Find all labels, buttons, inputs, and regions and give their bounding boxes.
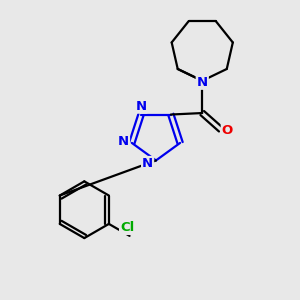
Text: N: N [118,135,129,148]
Text: Cl: Cl [120,221,134,234]
Text: N: N [197,76,208,89]
Text: N: N [142,157,153,170]
Text: O: O [222,124,233,137]
Text: N: N [136,100,147,113]
